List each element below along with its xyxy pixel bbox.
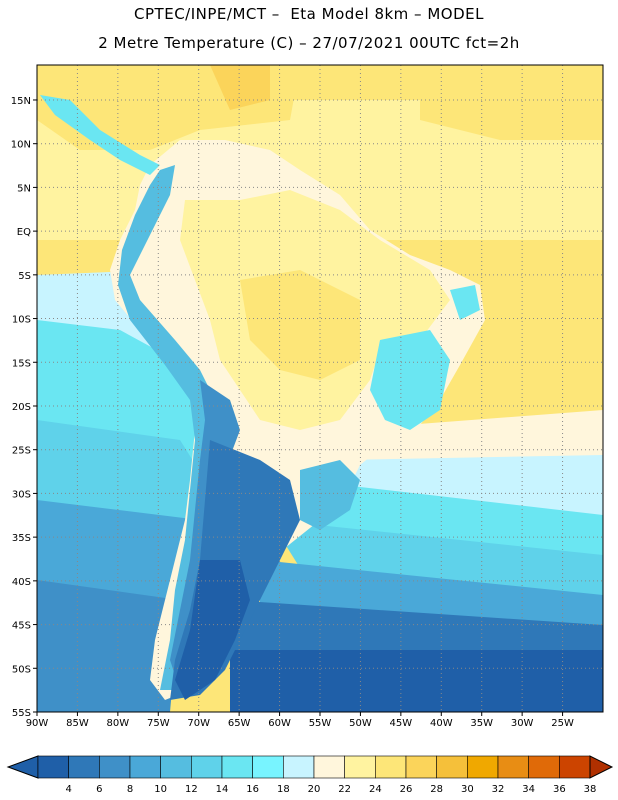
- colorbar-label: 4: [65, 784, 71, 795]
- lat-tick-label: 5N: [17, 183, 31, 194]
- lat-tick-label: 5S: [18, 271, 31, 282]
- lat-tick-label: 40S: [12, 577, 31, 588]
- colorbar-right-arrow: [589, 755, 614, 779]
- lat-tick-label: 25S: [12, 446, 31, 457]
- colorbar-label: 16: [246, 784, 259, 795]
- lon-tick-label: 80W: [107, 718, 130, 729]
- lat-tick-label: 10N: [11, 140, 31, 151]
- colorbar-swatch: [99, 755, 131, 779]
- colorbar-swatch: [37, 755, 69, 779]
- colorbar-swatch: [129, 755, 161, 779]
- longitude-labels: 90W 85W 80W 75W 70W 65W 60W 55W 50W 45W 40W 35W 30W 2…: [26, 712, 574, 729]
- colorbar-left-arrow: [6, 755, 39, 779]
- lat-tick-label: 30S: [12, 489, 31, 500]
- colorbar-label: 38: [584, 784, 597, 795]
- lat-tick-label: 15N: [11, 96, 31, 107]
- lon-tick-label: 85W: [66, 718, 89, 729]
- lon-tick-label: 60W: [268, 718, 291, 729]
- lon-tick-label: 70W: [187, 718, 210, 729]
- colorbar-label: 32: [492, 784, 505, 795]
- colorbar-label: 8: [127, 784, 133, 795]
- lon-tick-label: 90W: [26, 718, 49, 729]
- colorbar-swatch: [191, 755, 223, 779]
- lat-tick-label: 10S: [12, 315, 31, 326]
- chart-title-line1: CPTEC/INPE/MCT – Eta Model 8km – MODEL: [134, 5, 484, 23]
- colorbar-swatch: [436, 755, 468, 779]
- lon-tick-label: 65W: [228, 718, 251, 729]
- colorbar-swatch: [467, 755, 499, 779]
- lat-tick-label: EQ: [17, 227, 31, 238]
- lat-tick-label: 55S: [12, 708, 31, 719]
- colorbar-label: 18: [277, 784, 290, 795]
- colorbar-swatch: [344, 755, 376, 779]
- colorbar-swatch: [252, 755, 284, 779]
- colorbar-label: 28: [430, 784, 443, 795]
- colorbar-label: 24: [369, 784, 382, 795]
- lon-tick-label: 35W: [470, 718, 493, 729]
- colorbar-label: 30: [461, 784, 474, 795]
- colorbar-swatch: [559, 755, 591, 779]
- map-field: [37, 65, 603, 712]
- lon-tick-label: 55W: [309, 718, 332, 729]
- colorbar-swatch: [283, 755, 315, 779]
- lat-tick-label: 35S: [12, 533, 31, 544]
- colorbar-label: 12: [185, 784, 198, 795]
- colorbar-swatch: [68, 755, 100, 779]
- lat-tick-label: 15S: [12, 358, 31, 369]
- lat-tick-label: 45S: [12, 621, 31, 632]
- colorbar-label: 34: [522, 784, 535, 795]
- colorbar-swatch: [405, 755, 437, 779]
- colorbar-label: 26: [400, 784, 413, 795]
- colorbar-label: 22: [338, 784, 351, 795]
- lon-tick-label: 25W: [551, 718, 574, 729]
- lat-tick-label: 50S: [12, 664, 31, 675]
- colorbar: 4 6 8 10 12 14 16 18 20 22 24 26 28 30 32 34 36 38: [6, 755, 614, 795]
- colorbar-swatch: [528, 755, 560, 779]
- lat-tick-label: 20S: [12, 402, 31, 413]
- colorbar-swatch: [221, 755, 253, 779]
- chart-title-line2: 2 Metre Temperature (C) – 27/07/2021 00U…: [98, 34, 520, 52]
- colorbar-swatch: [497, 755, 529, 779]
- colorbar-label: 14: [216, 784, 229, 795]
- lon-tick-label: 75W: [147, 718, 170, 729]
- lon-tick-label: 40W: [430, 718, 453, 729]
- colorbar-swatch: [375, 755, 407, 779]
- colorbar-label: 36: [553, 784, 566, 795]
- colorbar-label: 10: [154, 784, 167, 795]
- colorbar-swatch: [313, 755, 345, 779]
- colorbar-label: 6: [96, 784, 102, 795]
- lon-tick-label: 45W: [390, 718, 413, 729]
- lon-tick-label: 50W: [349, 718, 372, 729]
- latitude-labels: 15N 10N 5N EQ 5S 10S 15S 20S 25S 30S 35S 40S 45S 50S 5…: [11, 96, 37, 719]
- colorbar-swatch: [160, 755, 192, 779]
- colorbar-label: 20: [308, 784, 321, 795]
- lon-tick-label: 30W: [511, 718, 534, 729]
